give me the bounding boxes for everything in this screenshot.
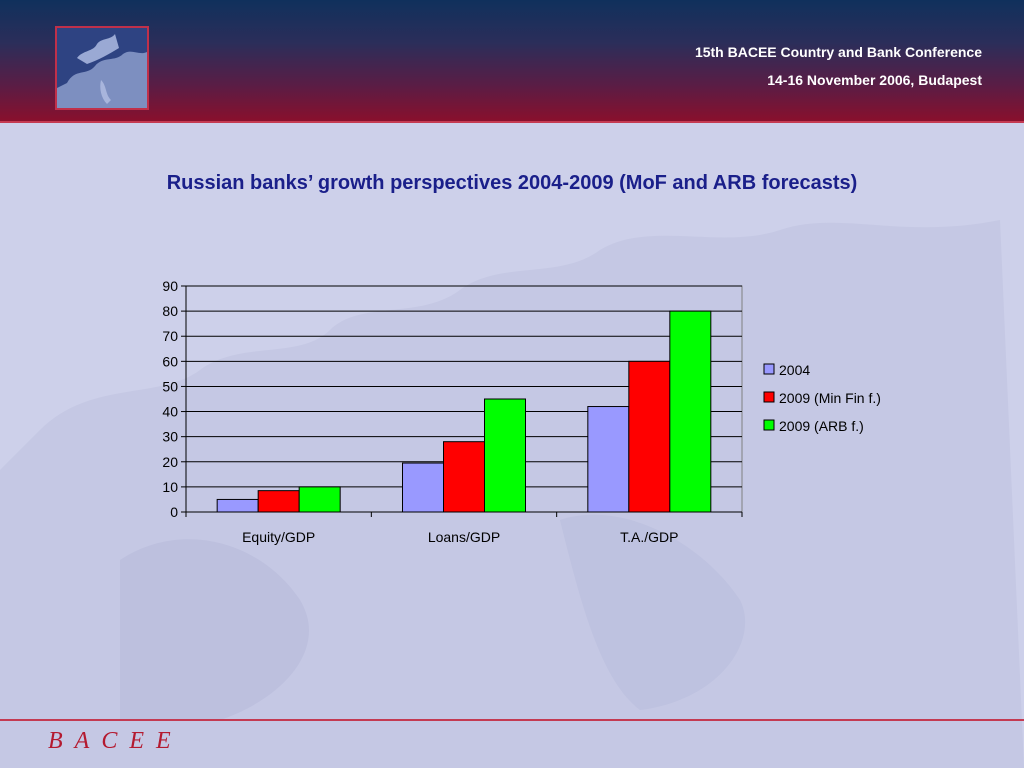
legend-swatch (763, 363, 775, 375)
bar-chart: 0 10 20 30 40 50 60 70 80 90 Equity/GDP Loans/GDP T.… (162, 278, 881, 545)
slide-title: Russian banks’ growth perspectives 2004-… (166, 172, 858, 194)
legend-label: 2004 (779, 362, 810, 378)
y-tick-label: 60 (162, 353, 178, 369)
footer-divider (0, 719, 1024, 721)
bar-loans-gdp-2 (484, 398, 526, 513)
y-tick-label: 10 (162, 479, 178, 495)
x-category-label: Loans/GDP (428, 529, 500, 545)
bar-loans-gdp-0 (402, 462, 444, 513)
bar-loans-gdp-1 (443, 441, 485, 513)
x-category-label: Equity/GDP (242, 529, 315, 545)
legend-swatch (763, 419, 775, 431)
y-tick-label: 80 (162, 303, 178, 319)
bar-equity-gdp-2 (298, 486, 341, 513)
bar-t-a-gdp-0 (587, 406, 630, 513)
header-divider (0, 121, 1024, 123)
y-tick-label: 0 (170, 504, 178, 520)
y-tick-label: 40 (162, 404, 178, 420)
bar-equity-gdp-0 (216, 498, 259, 513)
bacee-logo-text: BACEE (48, 728, 183, 754)
bar-t-a-gdp-2 (669, 310, 712, 513)
y-tick-label: 50 (162, 378, 178, 394)
header-bar (0, 0, 1024, 122)
y-tick-label: 70 (162, 328, 178, 344)
y-tick-label: 90 (162, 278, 178, 294)
conference-title: 15th BACEE Country and Bank Conference (694, 44, 982, 60)
x-category-label: T.A./GDP (620, 529, 678, 545)
bar-t-a-gdp-1 (628, 360, 671, 513)
europe-map-logo (55, 26, 149, 110)
legend-swatch (763, 391, 775, 403)
y-tick-label: 30 (162, 429, 178, 445)
legend-label: 2009 (Min Fin f.) (779, 390, 881, 406)
y-tick-label: 20 (162, 454, 178, 470)
conference-date: 14-16 November 2006, Budapest (767, 72, 982, 88)
bar-equity-gdp-1 (257, 490, 300, 513)
legend-label: 2009 (ARB f.) (779, 418, 864, 434)
